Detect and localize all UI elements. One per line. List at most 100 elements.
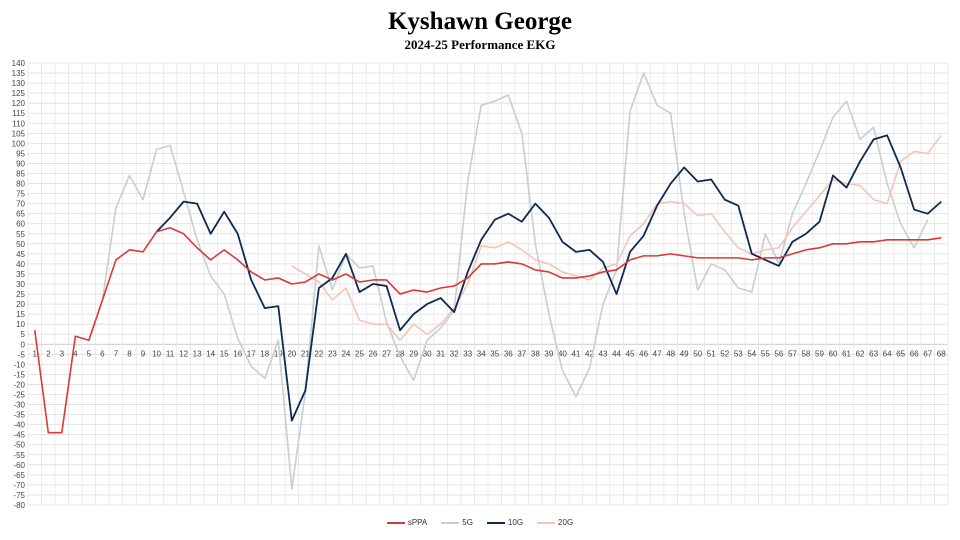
y-tick-label: 105 — [12, 129, 26, 138]
y-tick-label: 55 — [16, 230, 25, 239]
legend-item-20g: 20G — [537, 518, 573, 527]
y-tick-label: 80 — [16, 180, 25, 189]
y-tick-label: 140 — [12, 59, 26, 68]
y-tick-label: 75 — [16, 190, 25, 199]
y-tick-label: 40 — [16, 260, 25, 269]
y-tick-label: -10 — [13, 360, 25, 369]
x-tick-label: 14 — [206, 349, 215, 358]
x-tick-label: 3 — [60, 349, 65, 358]
x-tick-label: 27 — [382, 349, 391, 358]
x-tick-label: 30 — [423, 349, 432, 358]
y-tick-label: -15 — [13, 370, 25, 379]
x-tick-label: 58 — [801, 349, 810, 358]
y-tick-label: -25 — [13, 391, 25, 400]
x-tick-label: 54 — [747, 349, 756, 358]
x-tick-label: 11 — [166, 349, 175, 358]
y-tick-label: 110 — [12, 119, 25, 128]
x-tick-label: 7 — [114, 349, 119, 358]
series-line-10g — [155, 134, 942, 422]
legend-label: 10G — [507, 518, 524, 527]
x-tick-label: 16 — [233, 349, 242, 358]
y-tick-label: 30 — [16, 280, 25, 289]
legend-label: 5G — [462, 518, 473, 527]
x-tick-label: 29 — [409, 349, 418, 358]
y-tick-label: 70 — [16, 200, 25, 209]
y-tick-label: -30 — [13, 401, 25, 410]
x-tick-label: 37 — [517, 349, 526, 358]
y-tick-label: 10 — [16, 320, 25, 329]
x-tick-label: 64 — [883, 349, 892, 358]
y-tick-label: -5 — [18, 350, 26, 359]
x-tick-label: 15 — [220, 349, 229, 358]
series-line-sppa — [33, 226, 942, 434]
y-tick-label: -50 — [13, 441, 25, 450]
y-tick-label: 130 — [12, 79, 26, 88]
y-tick-label: 90 — [16, 159, 25, 168]
y-tick-label: 5 — [21, 330, 26, 339]
x-tick-label: 56 — [774, 349, 783, 358]
y-tick-label: 50 — [16, 240, 25, 249]
x-tick-label: 35 — [490, 349, 499, 358]
x-tick-label: 48 — [666, 349, 675, 358]
x-tick-label: 45 — [626, 349, 635, 358]
y-tick-label: 125 — [12, 89, 26, 98]
legend-label: 20G — [558, 518, 574, 527]
x-axis-ticks: 1 2 3 4 5 6 7 8 9 10 11 12 13 14 15 16 17 18 19 20 21 22 23 24 2… — [33, 349, 947, 358]
chart-legend: sPPA 5G 10G 20G — [0, 518, 960, 527]
y-tick-label: 115 — [12, 109, 25, 118]
x-tick-label: 28 — [396, 349, 405, 358]
x-tick-label: 32 — [450, 349, 459, 358]
x-tick-label: 38 — [531, 349, 540, 358]
series-lines — [33, 72, 942, 490]
x-tick-label: 9 — [141, 349, 146, 358]
x-tick-label: 49 — [680, 349, 689, 358]
x-tick-label: 66 — [910, 349, 919, 358]
y-tick-label: 35 — [16, 270, 25, 279]
x-tick-label: 6 — [100, 349, 105, 358]
x-tick-label: 55 — [761, 349, 770, 358]
legend-item-10g: 10G — [486, 518, 524, 527]
y-tick-label: -40 — [13, 421, 25, 430]
y-tick-label: 100 — [12, 139, 26, 148]
x-tick-label: 12 — [179, 349, 188, 358]
x-tick-label: 47 — [653, 349, 662, 358]
x-tick-label: 42 — [585, 349, 594, 358]
y-tick-label: 60 — [16, 220, 25, 229]
x-tick-label: 39 — [544, 349, 553, 358]
x-tick-label: 52 — [720, 349, 729, 358]
y-tick-label: -20 — [13, 380, 25, 389]
y-tick-label: 85 — [16, 170, 25, 179]
series-line-20g — [291, 134, 942, 342]
chart-subtitle: 2024-25 Performance EKG — [404, 37, 556, 52]
y-tick-label: -65 — [13, 471, 25, 480]
y-tick-label: -80 — [13, 501, 25, 510]
y-tick-label: 95 — [16, 149, 25, 158]
y-tick-label: -35 — [13, 411, 25, 420]
x-tick-label: 19 — [274, 349, 283, 358]
y-tick-label: -70 — [13, 481, 25, 490]
legend-label: sPPA — [407, 518, 428, 527]
x-tick-label: 4 — [73, 349, 78, 358]
legend-swatch — [441, 521, 460, 524]
x-tick-label: 63 — [869, 349, 878, 358]
y-tick-label: -55 — [13, 451, 25, 460]
x-tick-label: 61 — [842, 349, 851, 358]
x-tick-label: 44 — [612, 349, 621, 358]
x-tick-label: 24 — [341, 349, 350, 358]
x-tick-label: 57 — [788, 349, 797, 358]
x-tick-label: 1 — [33, 349, 38, 358]
x-tick-label: 59 — [815, 349, 824, 358]
x-tick-label: 43 — [599, 349, 608, 358]
y-axis-ticks: 1401351301251201151101051009590858075706… — [12, 59, 26, 510]
x-tick-label: 31 — [436, 349, 445, 358]
x-tick-label: 22 — [314, 349, 323, 358]
legend-item-sppa: sPPA — [386, 518, 428, 527]
gridlines — [27, 62, 949, 506]
legend-item-5g: 5G — [441, 518, 473, 527]
y-tick-label: 45 — [16, 250, 25, 259]
series-line-5g — [88, 72, 929, 490]
x-tick-label: 2 — [46, 349, 51, 358]
x-tick-label: 51 — [707, 349, 716, 358]
x-tick-label: 40 — [558, 349, 567, 358]
